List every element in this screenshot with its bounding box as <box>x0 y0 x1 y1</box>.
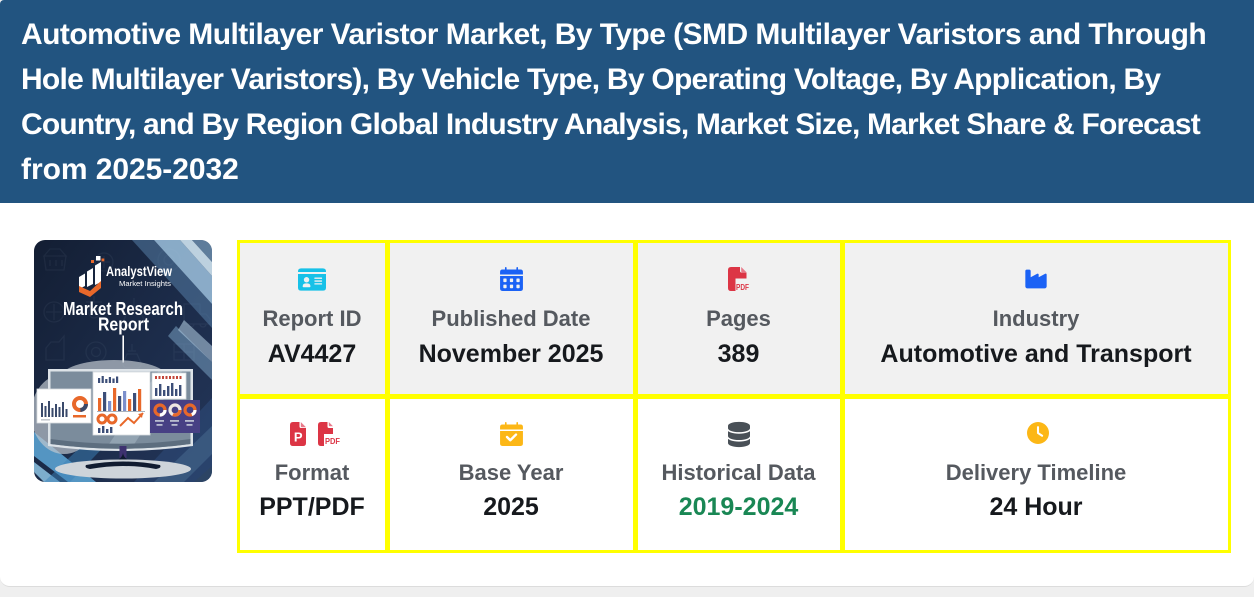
svg-text:Market Insights: Market Insights <box>119 279 171 288</box>
svg-text:P: P <box>293 430 302 445</box>
svg-text:Report: Report <box>98 314 149 335</box>
svg-text:AnalystView: AnalystView <box>106 263 172 279</box>
svg-text:Market Research: Market Research <box>63 298 183 319</box>
svg-text:PDF: PDF <box>736 282 749 291</box>
svg-text:PDF: PDF <box>325 437 340 446</box>
